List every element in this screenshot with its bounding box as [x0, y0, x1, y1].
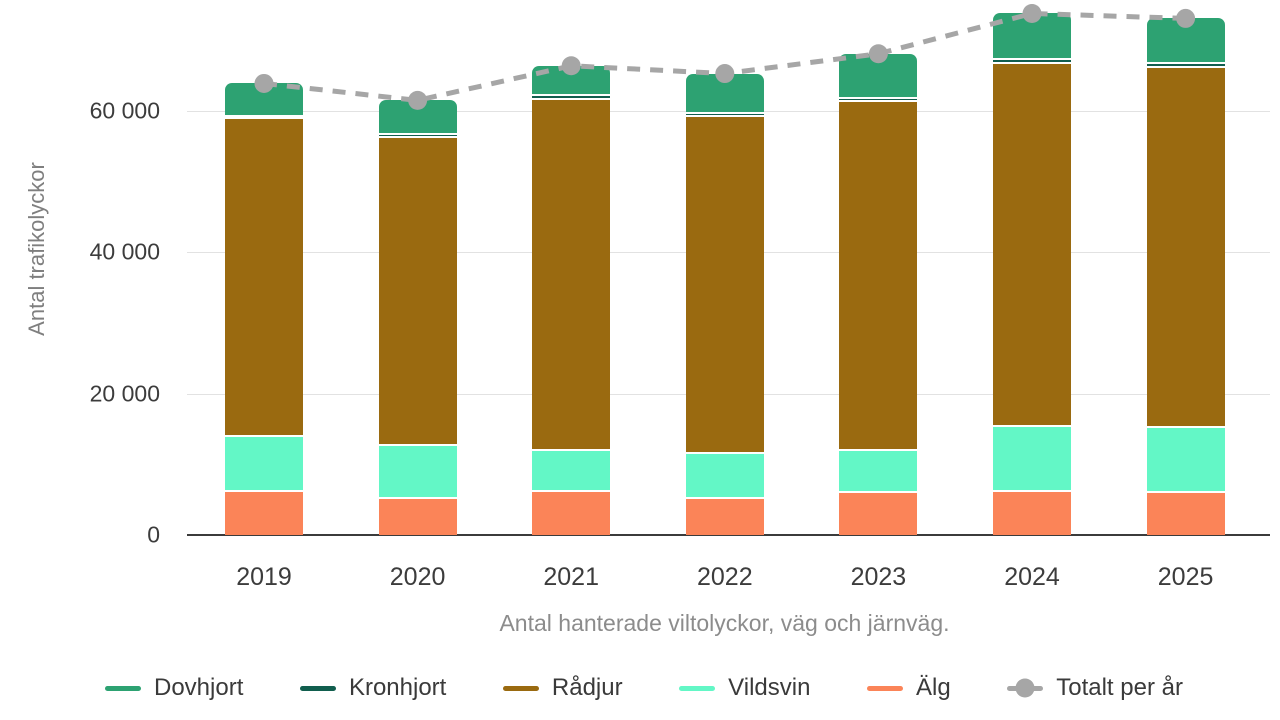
total-line-marker-2021[interactable]	[561, 56, 581, 76]
x-tick-label-2021: 2021	[543, 563, 599, 591]
bar-segment-2022-rådjur[interactable]	[685, 115, 764, 452]
bar-segment-2020-rådjur[interactable]	[378, 136, 457, 444]
legend-label: Dovhjort	[154, 674, 244, 701]
x-tick-label-2020: 2020	[389, 563, 446, 591]
bar-segment-2020-älg[interactable]	[378, 496, 457, 535]
legend-label: Älg	[915, 674, 951, 701]
legend-circle-marker-icon	[1015, 678, 1035, 698]
bar-segment-2025-älg[interactable]	[1146, 491, 1225, 535]
legend-item-vildsvin[interactable]: Vildsvin	[679, 674, 810, 702]
bar-segment-2022-vildsvin[interactable]	[685, 451, 764, 497]
legend-dash-circle-icon	[1007, 678, 1044, 698]
bar-segment-2020-kronhjort[interactable]	[378, 132, 457, 137]
x-tick-label-2023: 2023	[850, 563, 907, 591]
total-line-marker-2022[interactable]	[715, 64, 735, 84]
legend-dash-icon	[502, 685, 539, 691]
bar-segment-2025-rådjur[interactable]	[1146, 65, 1225, 427]
bar-segment-2025-kronhjort[interactable]	[1146, 62, 1225, 66]
bar-segment-2024-rådjur[interactable]	[993, 61, 1071, 425]
bar-segment-2019-vildsvin[interactable]	[225, 435, 303, 491]
bar-segment-2023-kronhjort[interactable]	[839, 96, 918, 100]
bar-segment-2025-vildsvin[interactable]	[1146, 426, 1225, 492]
legend-label: Totalt per år	[1056, 674, 1183, 701]
bar-segment-2021-kronhjort[interactable]	[532, 94, 611, 99]
bar-segment-2024-älg[interactable]	[993, 490, 1071, 535]
legend-label: Rådjur	[551, 674, 623, 701]
legend-dash-icon	[299, 685, 336, 691]
legend-dash-icon	[866, 685, 903, 691]
bar-segment-2023-vildsvin[interactable]	[839, 449, 918, 492]
legend-item-totalt-per-år[interactable]: Totalt per år	[1007, 674, 1183, 702]
bar-segment-2023-rådjur[interactable]	[839, 99, 918, 450]
bar-segment-2024-kronhjort[interactable]	[993, 58, 1071, 62]
bar-segment-2021-älg[interactable]	[532, 489, 611, 535]
y-tick-label: 20 000	[89, 380, 160, 407]
legend-item-rådjur[interactable]: Rådjur	[502, 674, 623, 702]
bar-segment-2019-älg[interactable]	[225, 490, 303, 535]
y-tick-label: 60 000	[89, 97, 160, 124]
x-tick-label-2024: 2024	[1004, 563, 1060, 591]
bar-segment-2023-älg[interactable]	[839, 491, 918, 535]
total-line-marker-2020[interactable]	[408, 90, 428, 110]
chart-legend: Dovhjort Kronhjort Rådjur Vildsvin Älg Totalt…	[105, 670, 1183, 706]
x-tick-label-2025: 2025	[1157, 563, 1214, 591]
total-line-marker-2024[interactable]	[1022, 3, 1042, 23]
legend-item-kronhjort[interactable]: Kronhjort	[299, 674, 447, 702]
bar-segment-2021-vildsvin[interactable]	[532, 449, 611, 490]
y-tick-label: 40 000	[89, 238, 160, 265]
x-axis-line	[187, 534, 1270, 536]
bar-segment-2022-älg[interactable]	[685, 496, 764, 535]
legend-item-dovhjort[interactable]: Dovhjort	[105, 674, 243, 702]
legend-label: Vildsvin	[728, 674, 811, 701]
total-line-marker-2019[interactable]	[254, 73, 274, 93]
bar-segment-2019-kronhjort[interactable]	[225, 114, 303, 118]
total-line-marker-2023[interactable]	[868, 44, 888, 64]
legend-item-älg[interactable]: Älg	[866, 674, 951, 702]
bar-segment-2019-rådjur[interactable]	[225, 117, 303, 436]
x-tick-label-2019: 2019	[236, 563, 292, 591]
total-line-path	[263, 10, 1186, 103]
bar-segment-2024-vildsvin[interactable]	[993, 424, 1071, 491]
x-tick-label-2022: 2022	[696, 563, 753, 591]
bar-segment-2020-vildsvin[interactable]	[378, 443, 457, 497]
legend-label: Kronhjort	[348, 674, 447, 701]
total-line-marker-2025[interactable]	[1176, 8, 1196, 28]
legend-dash-icon	[679, 685, 716, 691]
legend-dash-icon	[105, 685, 141, 691]
bar-segment-2021-rådjur[interactable]	[532, 98, 611, 450]
bar-segment-2022-kronhjort[interactable]	[685, 112, 764, 116]
x-axis-caption: Antal hanterade viltolyckor, väg och jär…	[499, 610, 950, 636]
y-tick-label: 0	[147, 521, 160, 548]
